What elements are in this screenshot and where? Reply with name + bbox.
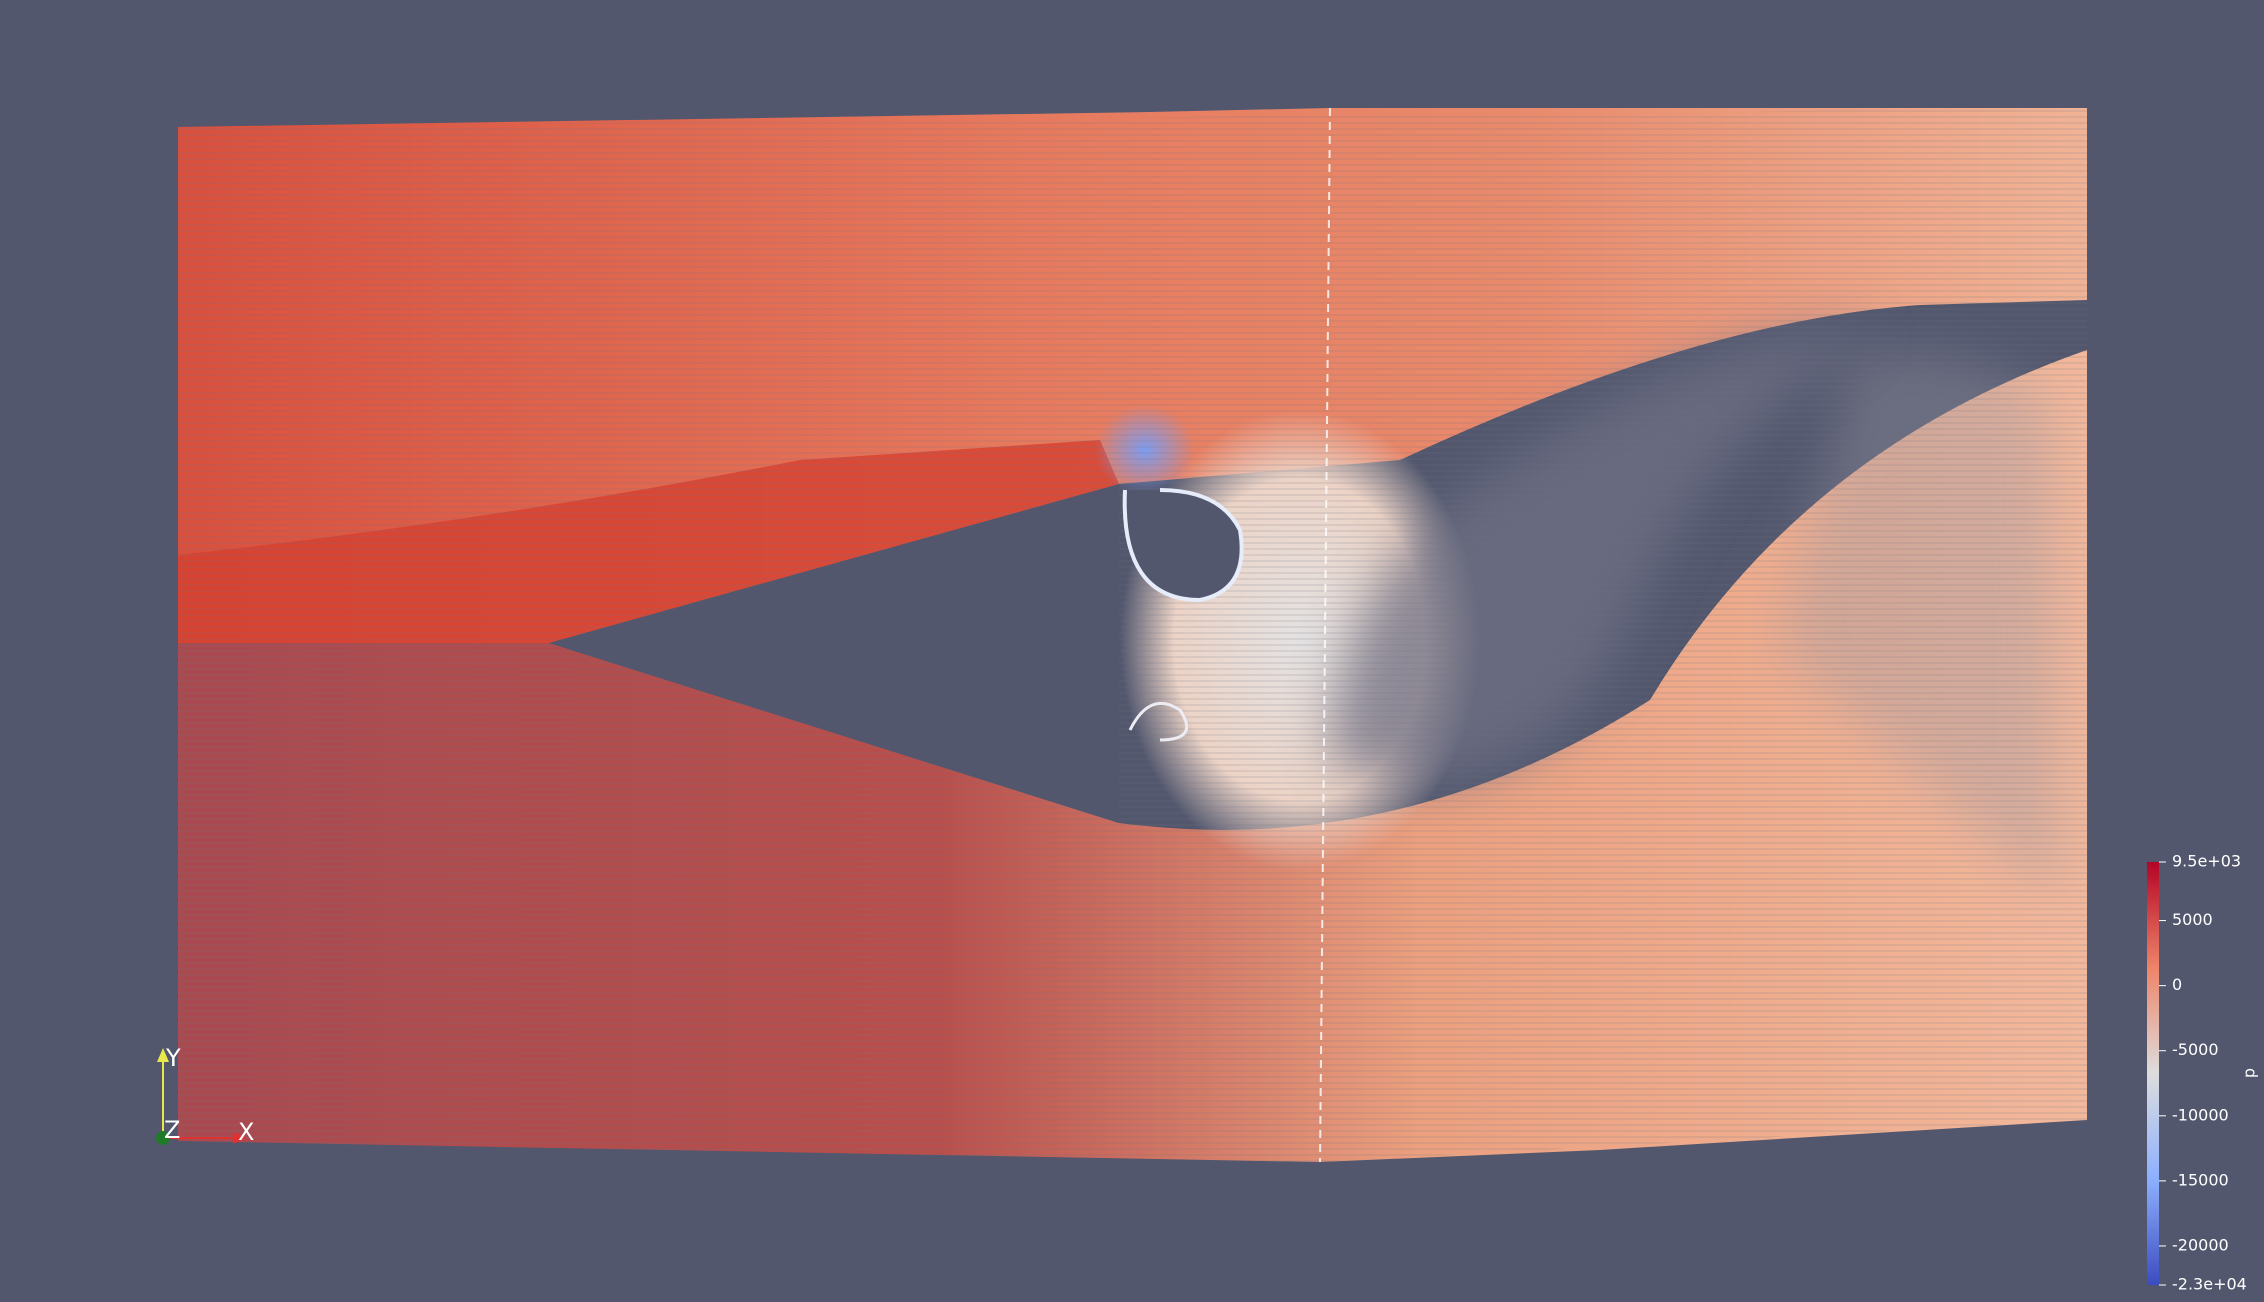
y-axis-head xyxy=(157,1048,169,1062)
legend-tick-label: -20000 xyxy=(2172,1235,2229,1254)
legend-tick-label: 0 xyxy=(2172,975,2182,994)
orientation-axes: Y Z X xyxy=(156,1044,254,1146)
legend-title: p xyxy=(2240,1068,2259,1078)
legend-tick-label: -5000 xyxy=(2172,1040,2219,1059)
x-axis-label: X xyxy=(238,1118,254,1146)
y-axis-label: Y xyxy=(165,1044,181,1072)
flow-field xyxy=(178,107,2087,1163)
legend-tick-label: 5000 xyxy=(2172,910,2213,929)
x-axis-head xyxy=(233,1132,247,1144)
legend-tick-label: -10000 xyxy=(2172,1105,2229,1124)
legend-tick-label: -2.3e+04 xyxy=(2172,1275,2247,1294)
z-axis-dot xyxy=(156,1131,170,1145)
legend-tick-label: -15000 xyxy=(2172,1170,2229,1189)
color-legend: p 9.5e+03 5000 0 -5000 -10000 -15000 -20000 -2.… xyxy=(2147,852,2259,1294)
z-axis-label: Z xyxy=(164,1116,180,1144)
color-bar xyxy=(2147,862,2159,1285)
legend-tick-label: 9.5e+03 xyxy=(2172,852,2241,871)
